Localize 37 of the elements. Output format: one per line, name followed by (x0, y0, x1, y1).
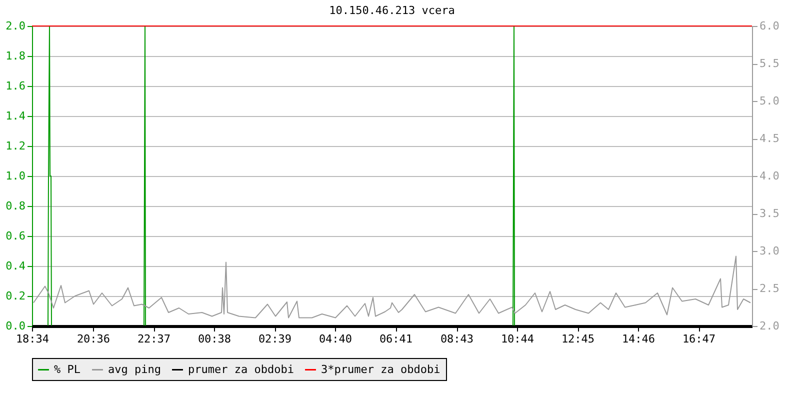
x-tick-label: 08:43 (440, 332, 474, 346)
x-tick-label: 18:34 (16, 332, 50, 346)
y-tick-label: 1.8 (6, 50, 26, 62)
y-tick-label: 1.6 (6, 80, 26, 92)
y2-tick-label: 6.0 (760, 20, 780, 32)
x-tick-label: 16:47 (682, 332, 716, 346)
y2-tick-label: 4.5 (760, 132, 780, 145)
x-tick-label: 02:39 (258, 332, 292, 346)
x-tick-label: 10:44 (500, 332, 534, 346)
y-tick-label: 1.4 (6, 110, 26, 122)
legend-label: 3*prumer za obdobi (321, 362, 440, 376)
x-tick-label: 22:37 (137, 332, 171, 346)
x-tick-label: 06:41 (379, 332, 413, 346)
y-tick-label: 0.4 (6, 260, 26, 272)
y-tick-label: 0.2 (6, 290, 26, 302)
legend-label: % PL (54, 362, 81, 376)
chart-title: 10.150.46.213 vcera (329, 4, 455, 17)
x-tick-label: 12:45 (561, 332, 595, 346)
x-tick-label: 04:40 (318, 332, 352, 346)
y-tick-label: 1.2 (6, 140, 26, 152)
y2-tick-label: 5.0 (760, 94, 780, 108)
y-tick-label: 0.0 (6, 320, 26, 332)
y-tick-label: 2.0 (6, 20, 26, 32)
y2-tick-label: 3.5 (760, 207, 780, 220)
legend-label: avg ping (108, 362, 161, 376)
x-tick-label: 20:36 (76, 332, 110, 346)
y-tick-label: 0.8 (6, 200, 26, 212)
y-tick-label: 0.6 (6, 230, 26, 242)
y-tick-label: 1.0 (6, 170, 26, 182)
legend-label: prumer za obdobi (188, 362, 294, 376)
x-tick-label: 14:46 (622, 332, 656, 346)
x-tick-label: 00:38 (198, 332, 232, 346)
y2-tick-label: 2.5 (760, 282, 780, 295)
y2-tick-label: 4.0 (760, 170, 780, 182)
y2-tick-label: 2.0 (760, 320, 780, 332)
y2-tick-label: 5.5 (760, 57, 780, 70)
y2-tick-label: 3.0 (760, 244, 780, 258)
